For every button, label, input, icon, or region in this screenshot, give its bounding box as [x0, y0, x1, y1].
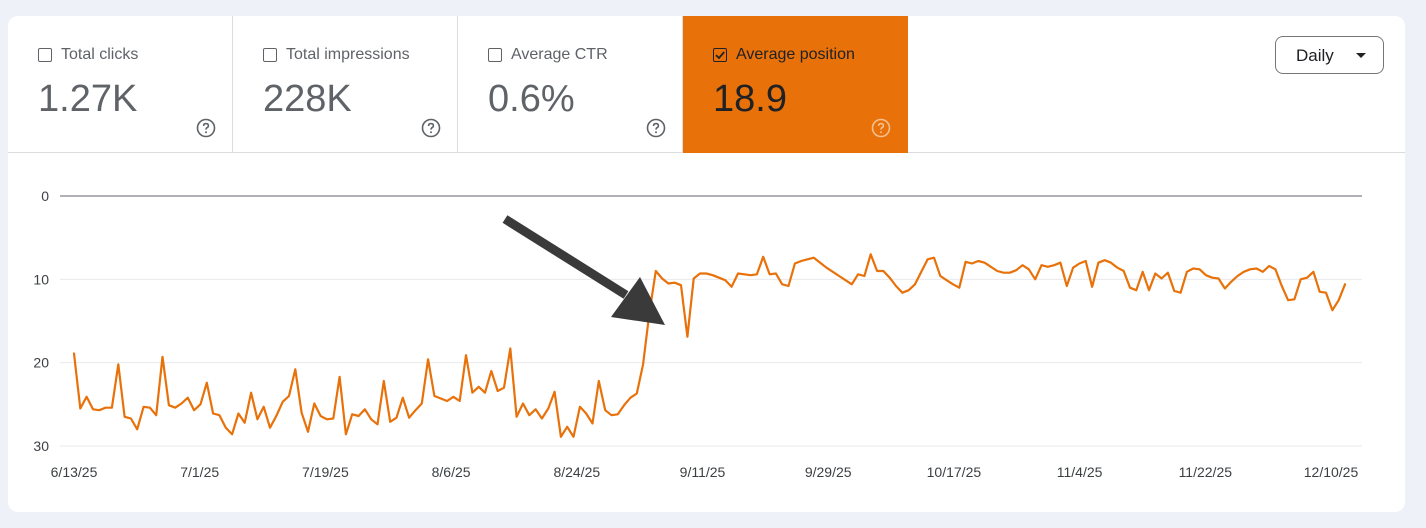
period-dropdown-label: Daily — [1296, 46, 1334, 65]
metric-label: Total impressions — [286, 46, 410, 63]
metric-total-clicks[interactable]: Total clicks 1.27K — [8, 16, 233, 153]
metric-total-impressions[interactable]: Total impressions 228K — [233, 16, 458, 153]
metric-value: 18.9 — [713, 78, 787, 120]
checkbox-icon[interactable] — [713, 48, 727, 62]
x-tick-label: 11/22/25 — [1179, 464, 1233, 480]
checkbox-icon[interactable] — [38, 48, 52, 62]
y-tick-label: 0 — [41, 188, 49, 204]
x-tick-label: 11/4/25 — [1057, 464, 1103, 480]
checkbox-icon[interactable] — [263, 48, 277, 62]
y-tick-label: 30 — [33, 438, 49, 454]
series-line — [72, 253, 1347, 438]
help-icon[interactable] — [421, 118, 441, 138]
x-tick-label: 8/24/25 — [553, 464, 600, 480]
annotation-arrow — [502, 215, 665, 325]
metric-label: Average position — [736, 46, 855, 63]
y-tick-label: 20 — [33, 355, 49, 371]
x-tick-label: 12/10/25 — [1304, 464, 1359, 480]
metric-value: 0.6% — [488, 78, 575, 120]
x-tick-label: 9/29/25 — [805, 464, 852, 480]
x-tick-label: 7/1/25 — [180, 464, 219, 480]
metric-value: 1.27K — [38, 78, 138, 120]
metric-label: Total clicks — [61, 46, 139, 63]
x-tick-label: 10/17/25 — [927, 464, 982, 480]
x-tick-label: 9/11/25 — [680, 464, 726, 480]
help-icon[interactable] — [196, 118, 216, 138]
metric-average-ctr[interactable]: Average CTR 0.6% — [458, 16, 683, 153]
x-tick-label: 6/13/25 — [51, 464, 98, 480]
checkbox-icon[interactable] — [488, 48, 502, 62]
performance-card: Total clicks 1.27K Total impressions 228… — [8, 16, 1405, 512]
period-dropdown[interactable]: Daily — [1275, 36, 1384, 74]
position-line-chart: 0 10 20 306/13/25 7/1/25 7/19/25 8/6/25 8/24/25… — [33, 188, 1362, 480]
y-tick-label: 10 — [33, 271, 49, 287]
x-tick-label: 8/6/25 — [432, 464, 471, 480]
x-tick-label: 7/19/25 — [302, 464, 349, 480]
dropdown-caret-icon — [1356, 53, 1366, 58]
help-icon[interactable] — [646, 118, 666, 138]
metric-value: 228K — [263, 78, 352, 120]
header-divider — [908, 152, 1405, 153]
metric-label: Average CTR — [511, 46, 608, 63]
metric-average-position[interactable]: Average position 18.9 — [683, 16, 908, 153]
metric-tabs: Total clicks 1.27K Total impressions 228… — [8, 16, 908, 153]
help-icon[interactable] — [871, 118, 891, 138]
